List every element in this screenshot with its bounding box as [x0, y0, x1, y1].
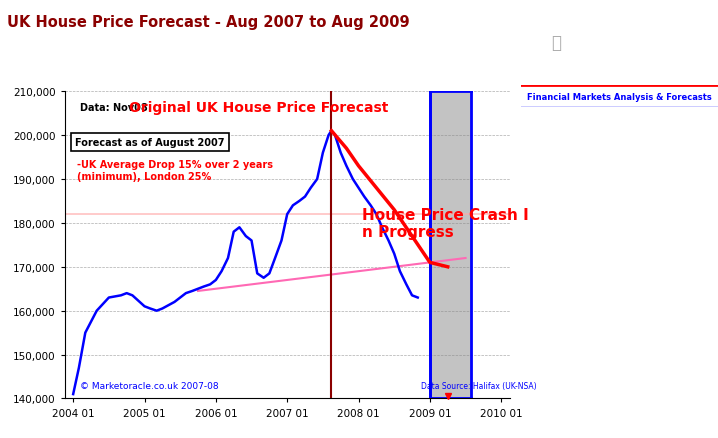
Text: Financial Markets Analysis & Forecasts: Financial Markets Analysis & Forecasts	[527, 92, 712, 101]
Text: © Marketoracle.co.uk 2007-08: © Marketoracle.co.uk 2007-08	[80, 381, 219, 390]
Ellipse shape	[0, 151, 718, 278]
Text: Original UK House Price Forecast: Original UK House Price Forecast	[129, 100, 388, 114]
Text: Data: Nov08: Data: Nov08	[80, 102, 148, 112]
Text: Forecast as of August 2007: Forecast as of August 2007	[75, 138, 225, 148]
Text: MarketOracle.co.uk: MarketOracle.co.uk	[569, 36, 717, 49]
Text: Data Source: Halifax (UK-NSA): Data Source: Halifax (UK-NSA)	[421, 381, 537, 390]
Text: House Price Crash I
n Progress: House Price Crash I n Progress	[362, 207, 529, 240]
Bar	[430, 92, 471, 399]
Text: UK House Price Forecast - Aug 2007 to Aug 2009: UK House Price Forecast - Aug 2007 to Au…	[7, 15, 410, 30]
Text: -UK Average Drop 15% over 2 years
(minimum), London 25%: -UK Average Drop 15% over 2 years (minim…	[77, 160, 273, 181]
Text: 🏛: 🏛	[551, 34, 561, 52]
